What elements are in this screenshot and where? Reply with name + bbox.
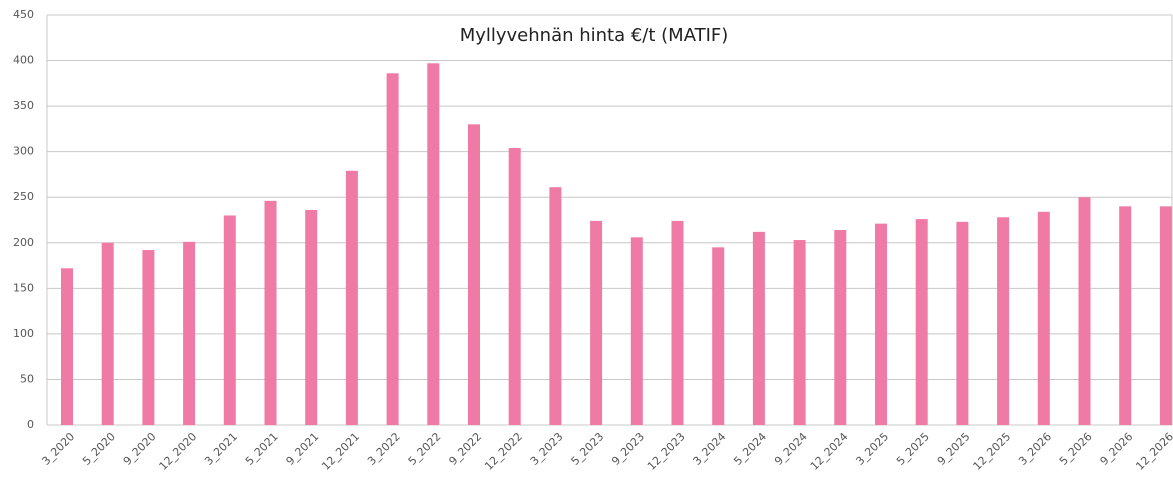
bar [997, 217, 1010, 425]
x-tick-label: 9_2026 [1098, 430, 1136, 468]
bar [590, 220, 603, 425]
bar [345, 170, 358, 425]
x-tick-label: 5_2020 [80, 430, 118, 468]
bar [630, 237, 643, 425]
bar [183, 241, 196, 425]
y-tick-label: 50 [20, 372, 34, 385]
bar [386, 73, 399, 426]
x-tick-label: 9_2022 [446, 430, 484, 468]
bar [712, 247, 725, 425]
y-tick-label: 250 [13, 190, 34, 203]
x-tick-label: 12_2023 [645, 430, 688, 473]
bar [305, 209, 318, 425]
x-tick-label: 12_2024 [808, 430, 851, 473]
bar [1159, 206, 1172, 425]
bar [1119, 206, 1132, 425]
x-tick-label: 3_2023 [528, 430, 566, 468]
x-tick-label: 5_2025 [894, 430, 932, 468]
y-tick-label: 350 [13, 99, 34, 112]
y-tick-label: 0 [27, 418, 34, 431]
y-tick-label: 200 [13, 236, 34, 249]
bar [223, 215, 236, 425]
x-tick-label: 3_2026 [1016, 430, 1054, 468]
x-tick-label: 5_2026 [1057, 430, 1095, 468]
bar [834, 230, 847, 425]
x-tick-label: 9_2023 [609, 430, 647, 468]
y-tick-label: 100 [13, 327, 34, 340]
chart-title: Myllyvehnän hinta €/t (MATIF) [460, 25, 729, 46]
x-tick-label: 5_2021 [243, 430, 281, 468]
bar [508, 148, 521, 425]
bar [1037, 211, 1050, 425]
x-tick-label: 9_2025 [935, 430, 973, 468]
x-tick-label: 12_2025 [971, 430, 1014, 473]
y-tick-label: 450 [13, 8, 34, 21]
bar [956, 221, 969, 425]
x-tick-label: 5_2024 [731, 430, 769, 468]
bar [915, 219, 928, 425]
bar [61, 268, 73, 425]
x-tick-label: 9_2021 [284, 430, 322, 468]
y-tick-label: 300 [13, 145, 34, 158]
bar [468, 124, 480, 425]
bar [549, 187, 562, 425]
x-tick-label: 9_2024 [772, 430, 810, 468]
x-tick-label: 3_2024 [691, 430, 729, 468]
bar [1078, 197, 1091, 425]
x-tick-label: 5_2022 [406, 430, 444, 468]
x-tick-label: 3_2020 [39, 430, 77, 468]
x-tick-label: 5_2023 [569, 430, 607, 468]
x-tick-label: 3_2025 [853, 430, 891, 468]
x-tick-label: 9_2020 [121, 430, 159, 468]
y-tick-label: 150 [13, 281, 34, 294]
bar [427, 63, 440, 426]
bar [101, 242, 114, 425]
bar [142, 250, 155, 425]
x-tick-label: 12_2026 [1133, 430, 1173, 473]
x-tick-label: 12_2021 [319, 430, 362, 473]
x-tick-label: 12_2020 [157, 430, 200, 473]
bar [264, 200, 277, 425]
bar [793, 240, 806, 425]
x-tick-label: 12_2022 [482, 430, 525, 473]
bar [875, 223, 887, 425]
x-tick-label: 3_2022 [365, 430, 403, 468]
x-tick-label: 3_2021 [202, 430, 240, 468]
y-tick-label: 400 [13, 54, 34, 67]
bar [671, 220, 684, 425]
bar [752, 231, 765, 425]
